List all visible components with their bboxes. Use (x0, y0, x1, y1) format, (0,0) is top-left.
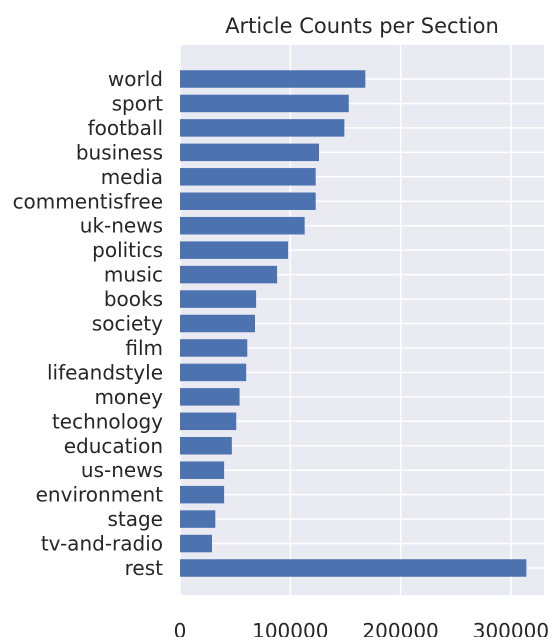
category-label-environment: environment (36, 483, 164, 507)
bar-business (180, 143, 319, 162)
category-label-commentisfree: commentisfree (13, 189, 163, 213)
bar-technology (180, 412, 237, 431)
bar-uk-news (180, 216, 305, 235)
bar-lifeandstyle (180, 363, 247, 382)
category-label-football: football (88, 116, 163, 140)
category-label-money: money (94, 385, 163, 409)
bar-tv-and-radio (180, 534, 212, 553)
category-label-politics: politics (92, 238, 163, 262)
category-label-media: media (101, 165, 163, 189)
bar-music (180, 265, 278, 284)
x-tick-label: 0 (174, 619, 187, 637)
bars (180, 70, 527, 577)
category-label-uk-news: uk-news (80, 214, 163, 238)
bar-commentisfree (180, 192, 316, 210)
category-label-technology: technology (52, 409, 163, 433)
category-label-rest: rest (125, 556, 164, 580)
category-label-world: world (108, 67, 163, 91)
bar-society (180, 314, 256, 333)
x-tick-label: 200000 (362, 619, 438, 637)
bar-books (180, 290, 257, 308)
category-label-stage: stage (107, 507, 163, 531)
category-label-sport: sport (112, 91, 164, 115)
category-labels: worldsportfootballbusinessmediacommentis… (13, 67, 164, 580)
category-label-film: film (125, 336, 163, 360)
bar-money (180, 388, 240, 406)
bar-media (180, 168, 316, 186)
x-tick-label: 300000 (473, 619, 549, 637)
category-label-lifeandstyle: lifeandstyle (47, 360, 163, 384)
category-label-music: music (104, 263, 163, 287)
bar-stage (180, 510, 216, 528)
chart-title: Article Counts per Section (225, 14, 499, 38)
bar-sport (180, 94, 349, 113)
bar-rest (180, 559, 527, 577)
x-tick-labels: 0 100000 200000 300000 (174, 619, 549, 641)
category-label-books: books (104, 287, 163, 311)
bar-football (180, 119, 345, 137)
category-label-business: business (76, 140, 163, 164)
category-label-tv-and-radio: tv-and-radio (41, 532, 163, 556)
category-label-education: education (64, 434, 163, 458)
bar-politics (180, 241, 289, 259)
x-tick-label: 100000 (252, 619, 328, 637)
bar-world (180, 70, 366, 88)
bar-us-news (180, 461, 225, 479)
bar-education (180, 437, 232, 455)
bar-environment (180, 485, 225, 504)
category-label-us-news: us-news (81, 458, 163, 482)
category-label-society: society (92, 312, 163, 336)
bar-film (180, 339, 248, 357)
